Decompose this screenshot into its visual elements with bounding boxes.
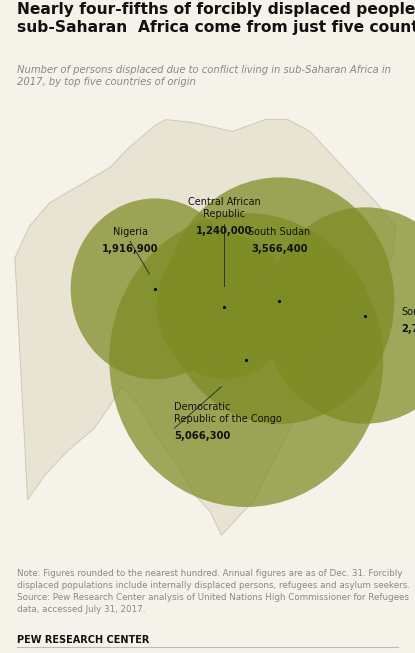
Polygon shape: [15, 119, 395, 535]
Text: Central African
Republic: Central African Republic: [188, 197, 261, 219]
Text: Number of persons displaced due to conflict living in sub-Saharan Africa in
2017: Number of persons displaced due to confl…: [17, 65, 391, 87]
Circle shape: [156, 234, 292, 379]
Circle shape: [264, 207, 415, 424]
Text: Nearly four-fifths of forcibly displaced people living in
sub-Saharan  Africa co: Nearly four-fifths of forcibly displaced…: [17, 2, 415, 35]
Text: 1,916,900: 1,916,900: [102, 244, 158, 254]
Text: 3,566,400: 3,566,400: [251, 244, 308, 254]
Text: Democratic
Republic of the Congo: Democratic Republic of the Congo: [174, 402, 282, 424]
Text: Note: Figures rounded to the nearest hundred. Annual figures are as of Dec. 31. : Note: Figures rounded to the nearest hun…: [17, 569, 410, 614]
Text: Nigeria: Nigeria: [112, 227, 148, 236]
Text: 5,066,300: 5,066,300: [174, 431, 231, 441]
Circle shape: [164, 178, 394, 424]
Text: 2,747,000: 2,747,000: [401, 325, 415, 334]
Text: PEW RESEARCH CENTER: PEW RESEARCH CENTER: [17, 635, 149, 645]
Circle shape: [71, 199, 239, 379]
Text: 1,240,000: 1,240,000: [196, 227, 252, 236]
Text: South Sudan: South Sudan: [248, 227, 310, 236]
Circle shape: [109, 213, 383, 507]
Text: Somalia: Somalia: [401, 307, 415, 317]
